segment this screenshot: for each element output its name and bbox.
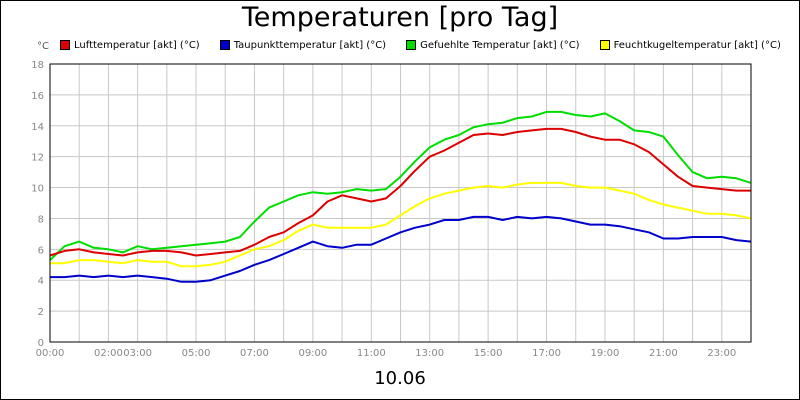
legend-label-gefuehlte-temperatur: Gefuehlte Temperatur [akt] (°C) bbox=[420, 39, 580, 51]
series-line-3 bbox=[50, 181, 752, 268]
date-label: 10.06 bbox=[374, 368, 426, 389]
legend-swatch-gefuehlte-temperatur bbox=[406, 40, 417, 50]
grid bbox=[49, 63, 752, 343]
series-line-0 bbox=[49, 127, 751, 257]
x-tick-label: 23:00 bbox=[707, 348, 736, 359]
legend-swatch-lufttemperatur bbox=[60, 40, 70, 50]
x-tick-label: 15:00 bbox=[474, 348, 503, 359]
series-line-1 bbox=[50, 215, 752, 283]
x-tick-label: 02:00 bbox=[94, 348, 123, 359]
y-tick-label: 16 bbox=[31, 91, 44, 102]
y-tick-label: 12 bbox=[31, 153, 44, 164]
legend-swatch-feuchtkugeltemperatur bbox=[599, 40, 610, 50]
x-axis-ticks: 00:00 02:00 03:00 05:00 07:00 09:00 11:00 13:00… bbox=[36, 348, 737, 359]
x-tick-label: 21:00 bbox=[649, 348, 678, 359]
y-tick-label: 6 bbox=[38, 245, 44, 256]
legend-swatch-taupunkttemperatur bbox=[219, 40, 230, 50]
y-tick-label: 0 bbox=[38, 338, 44, 349]
x-tick-label: 05:00 bbox=[182, 348, 211, 359]
x-tick-label: 03:00 bbox=[123, 348, 152, 359]
y-tick-label: 10 bbox=[31, 184, 44, 195]
legend-entry-feuchtkugeltemperatur: Feuchtkugeltemperatur [akt] (°C) bbox=[599, 38, 781, 52]
legend-label-lufttemperatur: Lufttemperatur [akt] (°C) bbox=[74, 39, 200, 51]
chart-legend: Lufttemperatur [akt] (°C) Taupunkttemper… bbox=[60, 38, 781, 52]
y-tick-label: 2 bbox=[38, 307, 44, 318]
legend-entry-gefuehlte-temperatur: Gefuehlte Temperatur [akt] (°C) bbox=[406, 38, 580, 52]
x-tick-label: 13:00 bbox=[415, 348, 444, 359]
x-tick-label: 11:00 bbox=[357, 348, 386, 359]
x-tick-label: 00:00 bbox=[36, 348, 65, 359]
x-tick-label: 07:00 bbox=[240, 348, 269, 359]
legend-label-taupunkttemperatur: Taupunkttemperatur [akt] (°C) bbox=[233, 39, 387, 51]
plot-area-border bbox=[49, 63, 752, 343]
y-tick-label: 4 bbox=[38, 276, 44, 287]
y-tick-label: 8 bbox=[38, 214, 44, 225]
y-axis-ticks: 0 2 4 6 8 10 12 14 16 18 bbox=[31, 60, 44, 349]
legend-entry-lufttemperatur: Lufttemperatur [akt] (°C) bbox=[60, 38, 200, 52]
y-tick-label: 18 bbox=[31, 60, 44, 71]
series-line-2 bbox=[49, 110, 752, 261]
x-tick-label: 19:00 bbox=[591, 348, 620, 359]
series-lines bbox=[49, 110, 752, 283]
y-unit-label: °C bbox=[37, 41, 49, 52]
legend-label-feuchtkugeltemperatur: Feuchtkugeltemperatur [akt] (°C) bbox=[613, 39, 781, 51]
chart-title: Temperaturen [pro Tag] bbox=[241, 2, 559, 33]
y-tick-label: 14 bbox=[31, 122, 44, 133]
x-tick-label: 09:00 bbox=[298, 348, 327, 359]
x-tick-label: 17:00 bbox=[532, 348, 561, 359]
legend-entry-taupunkttemperatur: Taupunkttemperatur [akt] (°C) bbox=[219, 38, 387, 52]
